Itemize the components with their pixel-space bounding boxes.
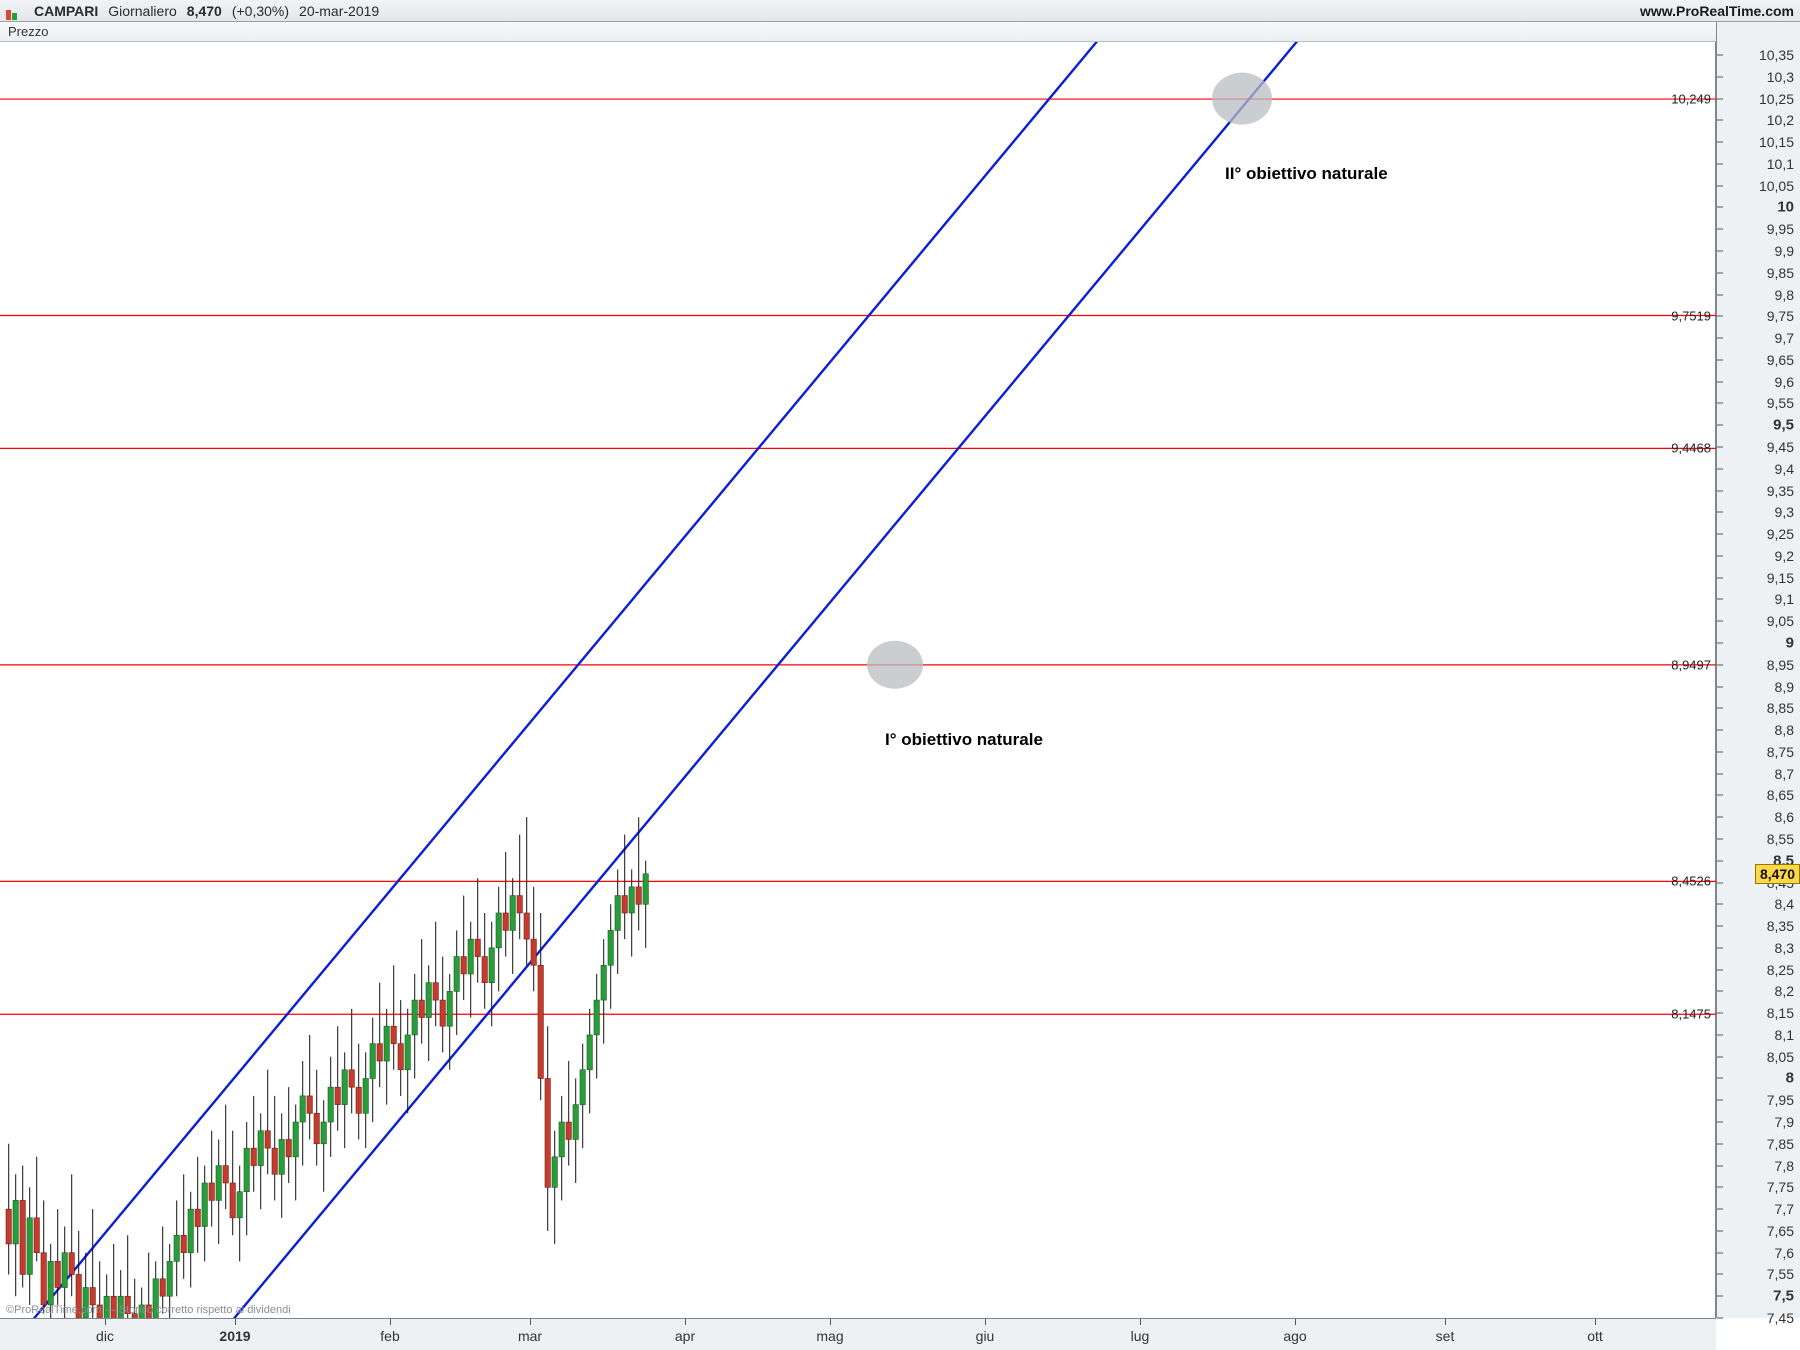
xaxis-label: apr <box>675 1328 695 1344</box>
yaxis-tick: 8,15 <box>1767 1005 1794 1021</box>
chart-annotation: II° obiettivo naturale <box>1225 164 1388 184</box>
yaxis-tick: 9,85 <box>1767 265 1794 281</box>
xaxis-label: feb <box>380 1328 399 1344</box>
yaxis-tick: 8,75 <box>1767 744 1794 760</box>
header-bar: CAMPARI Giornaliero 8,470 (+0,30%) 20-ma… <box>0 0 1800 22</box>
yaxis-tick: 7,75 <box>1767 1179 1794 1195</box>
hline-label: 8,1475 <box>1671 1007 1711 1022</box>
chart-plot-area[interactable]: ©ProRealTime.com — Storico corretto risp… <box>0 42 1716 1318</box>
time-axis[interactable]: dic 2019 feb mar apr mag giu lug ago set ott <box>0 1318 1716 1350</box>
header-date: 20-mar-2019 <box>299 3 379 19</box>
yaxis-tick: 9,5 <box>1773 417 1794 434</box>
yaxis-tick: 9,7 <box>1775 330 1794 346</box>
yaxis-tick: 7,95 <box>1767 1092 1794 1108</box>
yaxis-tick: 10,3 <box>1767 69 1794 85</box>
xaxis-label: dic <box>96 1328 114 1344</box>
current-price-tag: 8,470 <box>1755 864 1800 884</box>
yaxis-tick: 8,9 <box>1775 679 1794 695</box>
yaxis-tick: 9,2 <box>1775 548 1794 564</box>
xaxis-label: 2019 <box>219 1328 250 1344</box>
symbol-name: CAMPARI <box>34 3 98 19</box>
yaxis-tick: 7,55 <box>1767 1266 1794 1282</box>
copyright-text: ©ProRealTime.com — Storico corretto risp… <box>6 1304 291 1316</box>
yaxis-tick: 9,95 <box>1767 221 1794 237</box>
yaxis-tick: 9,55 <box>1767 395 1794 411</box>
yaxis-tick: 9,6 <box>1775 374 1794 390</box>
xaxis-label: ago <box>1283 1328 1306 1344</box>
header-price: 8,470 <box>187 3 222 19</box>
hline-label: 9,7519 <box>1671 308 1711 323</box>
chart-annotation: I° obiettivo naturale <box>885 730 1043 750</box>
yaxis-tick: 9,8 <box>1775 287 1794 303</box>
xaxis-label: mag <box>816 1328 843 1344</box>
yaxis-tick: 10,25 <box>1759 91 1794 107</box>
hline-label: 9,4468 <box>1671 441 1711 456</box>
yaxis-tick: 9,65 <box>1767 352 1794 368</box>
yaxis-tick: 8,65 <box>1767 787 1794 803</box>
yaxis-tick: 7,65 <box>1767 1223 1794 1239</box>
yaxis-tick: 9,15 <box>1767 570 1794 586</box>
xaxis-label: set <box>1436 1328 1455 1344</box>
yaxis-tick: 9,45 <box>1767 439 1794 455</box>
yaxis-tick: 10,2 <box>1767 112 1794 128</box>
yaxis-tick: 7,45 <box>1767 1310 1794 1326</box>
yaxis-tick: 8 <box>1786 1070 1794 1087</box>
yaxis-tick: 9,75 <box>1767 308 1794 324</box>
hline-label: 8,4526 <box>1671 874 1711 889</box>
pane-label: Prezzo <box>8 24 48 39</box>
xaxis-label: mar <box>518 1328 542 1344</box>
symbol-icon <box>6 3 24 19</box>
yaxis-tick: 9 <box>1786 634 1794 651</box>
yaxis-tick: 9,35 <box>1767 483 1794 499</box>
yaxis-tick: 8,05 <box>1767 1049 1794 1065</box>
price-axis[interactable]: 7,457,57,557,67,657,77,757,87,857,97,958… <box>1716 22 1800 1318</box>
yaxis-tick: 10,1 <box>1767 156 1794 172</box>
yaxis-tick: 7,8 <box>1775 1158 1794 1174</box>
timeframe-label: Giornaliero <box>108 3 176 19</box>
yaxis-tick: 10,05 <box>1759 178 1794 194</box>
yaxis-tick: 7,9 <box>1775 1114 1794 1130</box>
yaxis-tick: 10,15 <box>1759 134 1794 150</box>
yaxis-tick: 8,35 <box>1767 918 1794 934</box>
yaxis-tick: 9,05 <box>1767 613 1794 629</box>
xaxis-label: lug <box>1131 1328 1150 1344</box>
yaxis-tick: 8,1 <box>1775 1027 1794 1043</box>
website-label: www.ProRealTime.com <box>1640 3 1794 19</box>
yaxis-tick: 8,8 <box>1775 722 1794 738</box>
yaxis-tick: 8,25 <box>1767 962 1794 978</box>
yaxis-tick: 9,4 <box>1775 461 1794 477</box>
pane-label-bar: Prezzo <box>0 22 1716 42</box>
yaxis-tick: 9,25 <box>1767 526 1794 542</box>
yaxis-tick: 7,7 <box>1775 1201 1794 1217</box>
yaxis-tick: 7,5 <box>1773 1288 1794 1305</box>
yaxis-tick: 8,55 <box>1767 831 1794 847</box>
yaxis-tick: 9,9 <box>1775 243 1794 259</box>
yaxis-tick: 9,3 <box>1775 504 1794 520</box>
yaxis-tick: 8,7 <box>1775 766 1794 782</box>
yaxis-tick: 10 <box>1777 199 1794 216</box>
yaxis-tick: 9,1 <box>1775 591 1794 607</box>
header-change: (+0,30%) <box>232 3 289 19</box>
yaxis-tick: 8,85 <box>1767 700 1794 716</box>
yaxis-tick: 8,2 <box>1775 983 1794 999</box>
yaxis-tick: 7,85 <box>1767 1136 1794 1152</box>
yaxis-tick: 7,6 <box>1775 1245 1794 1261</box>
xaxis-label: giu <box>976 1328 995 1344</box>
xaxis-label: ott <box>1587 1328 1603 1344</box>
hline-label: 10,249 <box>1671 92 1711 107</box>
hline-label: 8,9497 <box>1671 657 1711 672</box>
yaxis-tick: 8,4 <box>1775 896 1794 912</box>
yaxis-tick: 8,6 <box>1775 809 1794 825</box>
yaxis-tick: 10,35 <box>1759 47 1794 63</box>
yaxis-tick: 8,95 <box>1767 657 1794 673</box>
yaxis-tick: 8,3 <box>1775 940 1794 956</box>
